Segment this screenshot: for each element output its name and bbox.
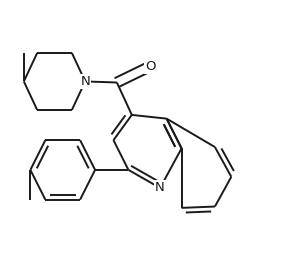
Text: N: N	[80, 75, 90, 88]
Text: O: O	[145, 60, 155, 73]
Text: N: N	[155, 182, 165, 194]
